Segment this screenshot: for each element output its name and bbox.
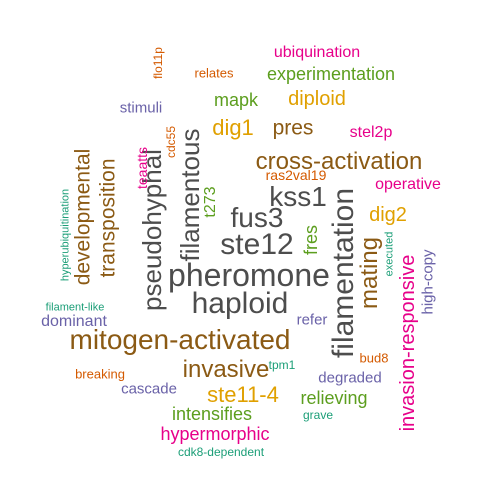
word: ste12	[220, 228, 294, 261]
word: breaking	[75, 366, 125, 382]
word: cdk8-dependent	[177, 445, 265, 459]
word: filamentous	[175, 128, 205, 262]
word: bud8	[359, 350, 389, 366]
word: tpm1	[268, 358, 296, 372]
word: cross-activation	[255, 148, 423, 175]
word: stimuli	[119, 99, 163, 117]
word: mitogen-activated	[69, 324, 291, 355]
word: haploid	[191, 287, 289, 320]
word: developmental	[71, 148, 95, 286]
word: degraded	[318, 369, 382, 387]
word: high-copy	[419, 249, 437, 315]
word: dig1	[212, 115, 254, 140]
word: intensifies	[171, 404, 253, 424]
word: mapk	[213, 90, 259, 110]
word: transposition	[96, 158, 120, 278]
word: executed	[383, 231, 396, 277]
word: stel2p	[349, 124, 393, 141]
word: flo11p	[151, 47, 165, 79]
word: fus3	[230, 202, 284, 233]
word: invasive	[182, 356, 270, 383]
word: cdc55	[164, 125, 178, 159]
word: experimentation	[266, 64, 396, 84]
word: filament-like	[45, 301, 105, 314]
word: pheromone	[168, 257, 330, 293]
word: ubiquination	[273, 44, 361, 61]
word: relieving	[300, 388, 368, 408]
word: hypermorphic	[160, 424, 270, 444]
word: relates	[194, 65, 234, 81]
word: kss1	[269, 181, 327, 212]
word: operative	[375, 176, 441, 193]
word: fres	[301, 224, 321, 256]
word: dominant	[41, 313, 107, 330]
word: mating	[356, 236, 383, 310]
word: diploid	[288, 88, 346, 110]
word: grave	[302, 408, 334, 422]
word: t273	[202, 186, 219, 218]
word: pres	[272, 116, 314, 140]
word: filamentation	[327, 187, 360, 359]
word: dig2	[369, 204, 407, 226]
word: ras2val19	[265, 167, 327, 183]
word: teaatts	[134, 146, 150, 190]
word: hyperubiquitination	[59, 188, 72, 282]
word: cascade	[121, 380, 177, 398]
word: ste11-4	[207, 382, 279, 407]
word: invasion-responsive	[397, 254, 419, 432]
word: refer	[296, 311, 328, 329]
